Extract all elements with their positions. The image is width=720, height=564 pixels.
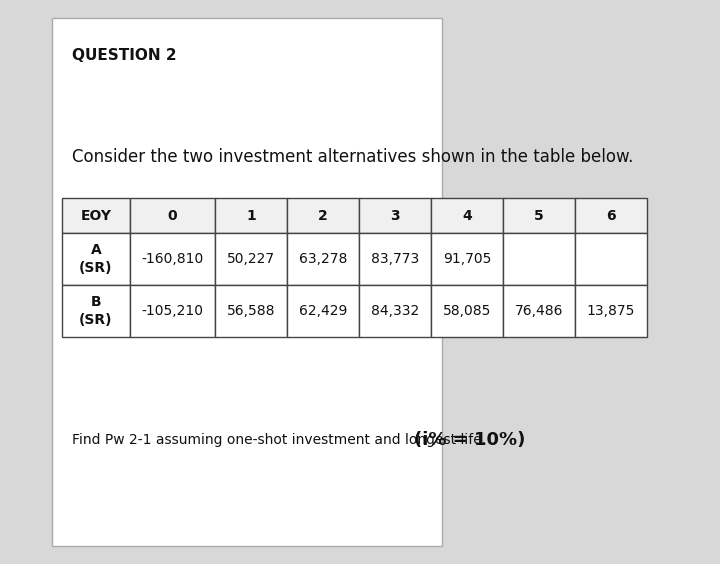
Bar <box>431 285 503 337</box>
Text: QUESTION 2: QUESTION 2 <box>72 48 176 63</box>
Text: A
(SR): A (SR) <box>79 243 113 275</box>
Text: 1: 1 <box>246 209 256 223</box>
Bar <box>503 285 575 337</box>
Text: 2: 2 <box>318 209 328 223</box>
Bar <box>215 233 287 285</box>
Text: 58,085: 58,085 <box>443 304 491 318</box>
Text: 6: 6 <box>606 209 616 223</box>
Bar <box>215 198 287 233</box>
Bar <box>503 198 575 233</box>
Bar <box>62 233 130 285</box>
Bar <box>130 233 215 285</box>
Text: 0: 0 <box>168 209 177 223</box>
Bar <box>575 233 647 285</box>
Bar <box>431 198 503 233</box>
Text: -160,810: -160,810 <box>141 252 204 266</box>
Bar <box>287 233 359 285</box>
Bar <box>287 198 359 233</box>
Bar <box>359 198 431 233</box>
Bar <box>287 285 359 337</box>
Bar <box>130 285 215 337</box>
Text: 4: 4 <box>462 209 472 223</box>
Text: 84,332: 84,332 <box>371 304 419 318</box>
Bar <box>503 233 575 285</box>
Bar <box>431 233 503 285</box>
Text: 76,486: 76,486 <box>515 304 563 318</box>
Text: 3: 3 <box>390 209 400 223</box>
Text: B
(SR): B (SR) <box>79 296 113 327</box>
Bar <box>359 285 431 337</box>
Bar <box>62 285 130 337</box>
Bar <box>575 198 647 233</box>
Bar <box>215 285 287 337</box>
Bar <box>130 198 215 233</box>
Text: EOY: EOY <box>81 209 112 223</box>
Text: 56,588: 56,588 <box>227 304 275 318</box>
Text: 83,773: 83,773 <box>371 252 419 266</box>
Text: 5: 5 <box>534 209 544 223</box>
Text: 63,278: 63,278 <box>299 252 347 266</box>
Bar <box>62 198 130 233</box>
Text: Consider the two investment alternatives shown in the table below.: Consider the two investment alternatives… <box>72 148 634 166</box>
Bar <box>52 18 442 546</box>
Text: 91,705: 91,705 <box>443 252 491 266</box>
Text: 50,227: 50,227 <box>227 252 275 266</box>
Text: Find Pw 2-1 assuming one-shot investment and longest life.: Find Pw 2-1 assuming one-shot investment… <box>72 433 490 447</box>
Text: 62,429: 62,429 <box>299 304 347 318</box>
Text: 13,875: 13,875 <box>587 304 635 318</box>
Bar <box>359 233 431 285</box>
Text: (i% = 10%): (i% = 10%) <box>414 431 526 449</box>
Text: -105,210: -105,210 <box>142 304 204 318</box>
Bar <box>575 285 647 337</box>
